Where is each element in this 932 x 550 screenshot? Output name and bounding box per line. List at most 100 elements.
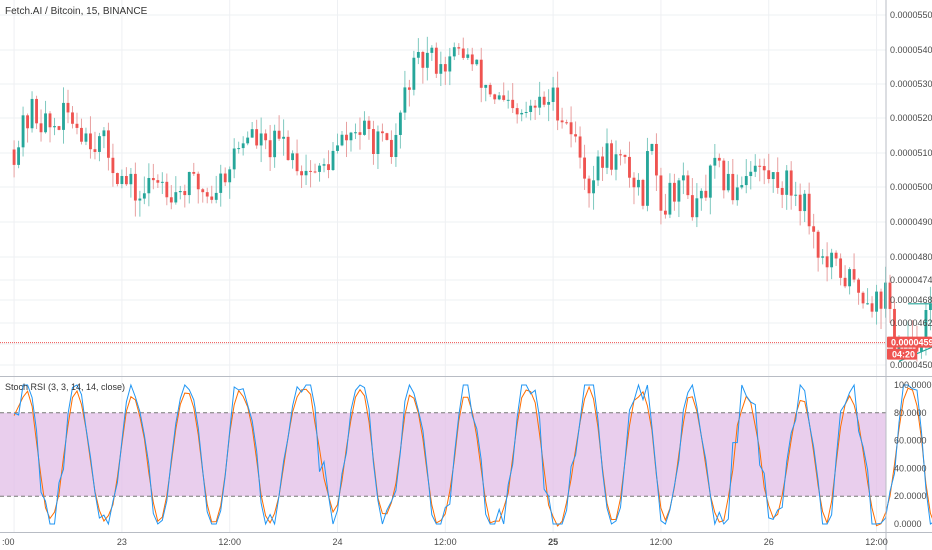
candle-body xyxy=(924,310,928,348)
candle xyxy=(282,119,286,156)
candle-body xyxy=(389,139,393,157)
candle xyxy=(695,183,699,228)
candle xyxy=(389,130,393,164)
candle-body xyxy=(448,56,452,72)
candle-body xyxy=(798,194,802,212)
candle-body xyxy=(219,173,223,193)
candle-body xyxy=(205,192,209,197)
time-tick-label: :00 xyxy=(2,537,15,547)
candle-body xyxy=(655,143,658,176)
candle-body xyxy=(192,171,196,174)
candle-body xyxy=(196,173,200,190)
candle xyxy=(372,120,375,165)
stoch-rsi-lines xyxy=(13,383,932,527)
candle xyxy=(201,187,205,203)
candle xyxy=(421,50,425,84)
candle xyxy=(866,288,869,305)
candle xyxy=(327,150,330,179)
candle xyxy=(80,118,83,145)
candle xyxy=(358,117,362,150)
candle xyxy=(529,99,533,121)
candle xyxy=(304,154,308,186)
candle-body xyxy=(897,344,901,351)
candle-body xyxy=(632,177,636,188)
candle-body xyxy=(12,149,16,165)
candle-body xyxy=(646,151,649,206)
candle-body xyxy=(250,129,254,138)
candle-body xyxy=(102,130,106,137)
candle xyxy=(542,91,546,108)
candle-body xyxy=(183,191,187,196)
candle xyxy=(84,127,88,146)
candle xyxy=(560,107,564,129)
candle xyxy=(452,42,456,61)
candle-body xyxy=(762,166,766,171)
candle-body xyxy=(340,134,344,146)
candle-body xyxy=(857,279,860,293)
candle xyxy=(771,172,775,193)
candle xyxy=(286,130,290,161)
candle-body xyxy=(443,64,447,72)
candle xyxy=(807,182,811,235)
candle xyxy=(632,172,636,205)
candle-body xyxy=(515,108,519,115)
candle-body xyxy=(542,96,546,105)
candle-body xyxy=(178,191,182,193)
candle xyxy=(434,42,438,79)
candle-body xyxy=(816,231,820,258)
candle xyxy=(587,175,591,208)
candle xyxy=(592,165,595,210)
candle-body xyxy=(475,59,479,65)
candle-body xyxy=(610,143,613,170)
candle xyxy=(731,158,735,205)
candle xyxy=(888,274,892,324)
candle-body xyxy=(89,133,92,150)
candle-body xyxy=(551,87,555,102)
candle xyxy=(605,128,609,175)
candle-body xyxy=(614,154,618,170)
candle xyxy=(115,172,119,187)
candle-body xyxy=(120,175,124,185)
candle xyxy=(407,79,411,107)
rsi-overbought-oversold-band xyxy=(0,412,886,497)
candle xyxy=(98,132,101,162)
candle-body xyxy=(479,59,483,88)
candle xyxy=(246,131,250,146)
candle xyxy=(493,93,497,104)
candle xyxy=(169,185,173,210)
candle xyxy=(129,167,133,198)
candle-body xyxy=(372,129,375,154)
candle-body xyxy=(457,47,461,49)
candle-body xyxy=(744,176,748,186)
candle-body xyxy=(363,120,366,135)
candle-body xyxy=(533,105,537,108)
candle-body xyxy=(66,102,70,113)
candle-body xyxy=(578,136,582,158)
candle xyxy=(75,112,79,135)
candle xyxy=(174,176,178,205)
candle xyxy=(89,116,92,159)
candle-body xyxy=(354,132,357,134)
candle xyxy=(102,127,106,149)
candle-body xyxy=(142,193,146,199)
candle xyxy=(425,36,429,81)
candle-body xyxy=(268,140,272,158)
candle xyxy=(259,117,263,163)
candle-body xyxy=(156,180,160,183)
candle xyxy=(677,177,681,218)
time-tick-label: 24 xyxy=(332,537,342,547)
candle xyxy=(120,169,124,189)
candle xyxy=(861,291,865,309)
candle-body xyxy=(345,134,348,141)
rsi-tick-label: 20.0000 xyxy=(894,491,927,501)
candle-body xyxy=(556,87,560,121)
candle xyxy=(708,164,712,215)
candle xyxy=(349,131,353,152)
candle xyxy=(803,189,807,222)
candle xyxy=(614,140,618,181)
candle xyxy=(318,163,321,182)
candle xyxy=(713,143,717,179)
candle-body xyxy=(637,179,640,188)
candle-body xyxy=(749,171,753,177)
